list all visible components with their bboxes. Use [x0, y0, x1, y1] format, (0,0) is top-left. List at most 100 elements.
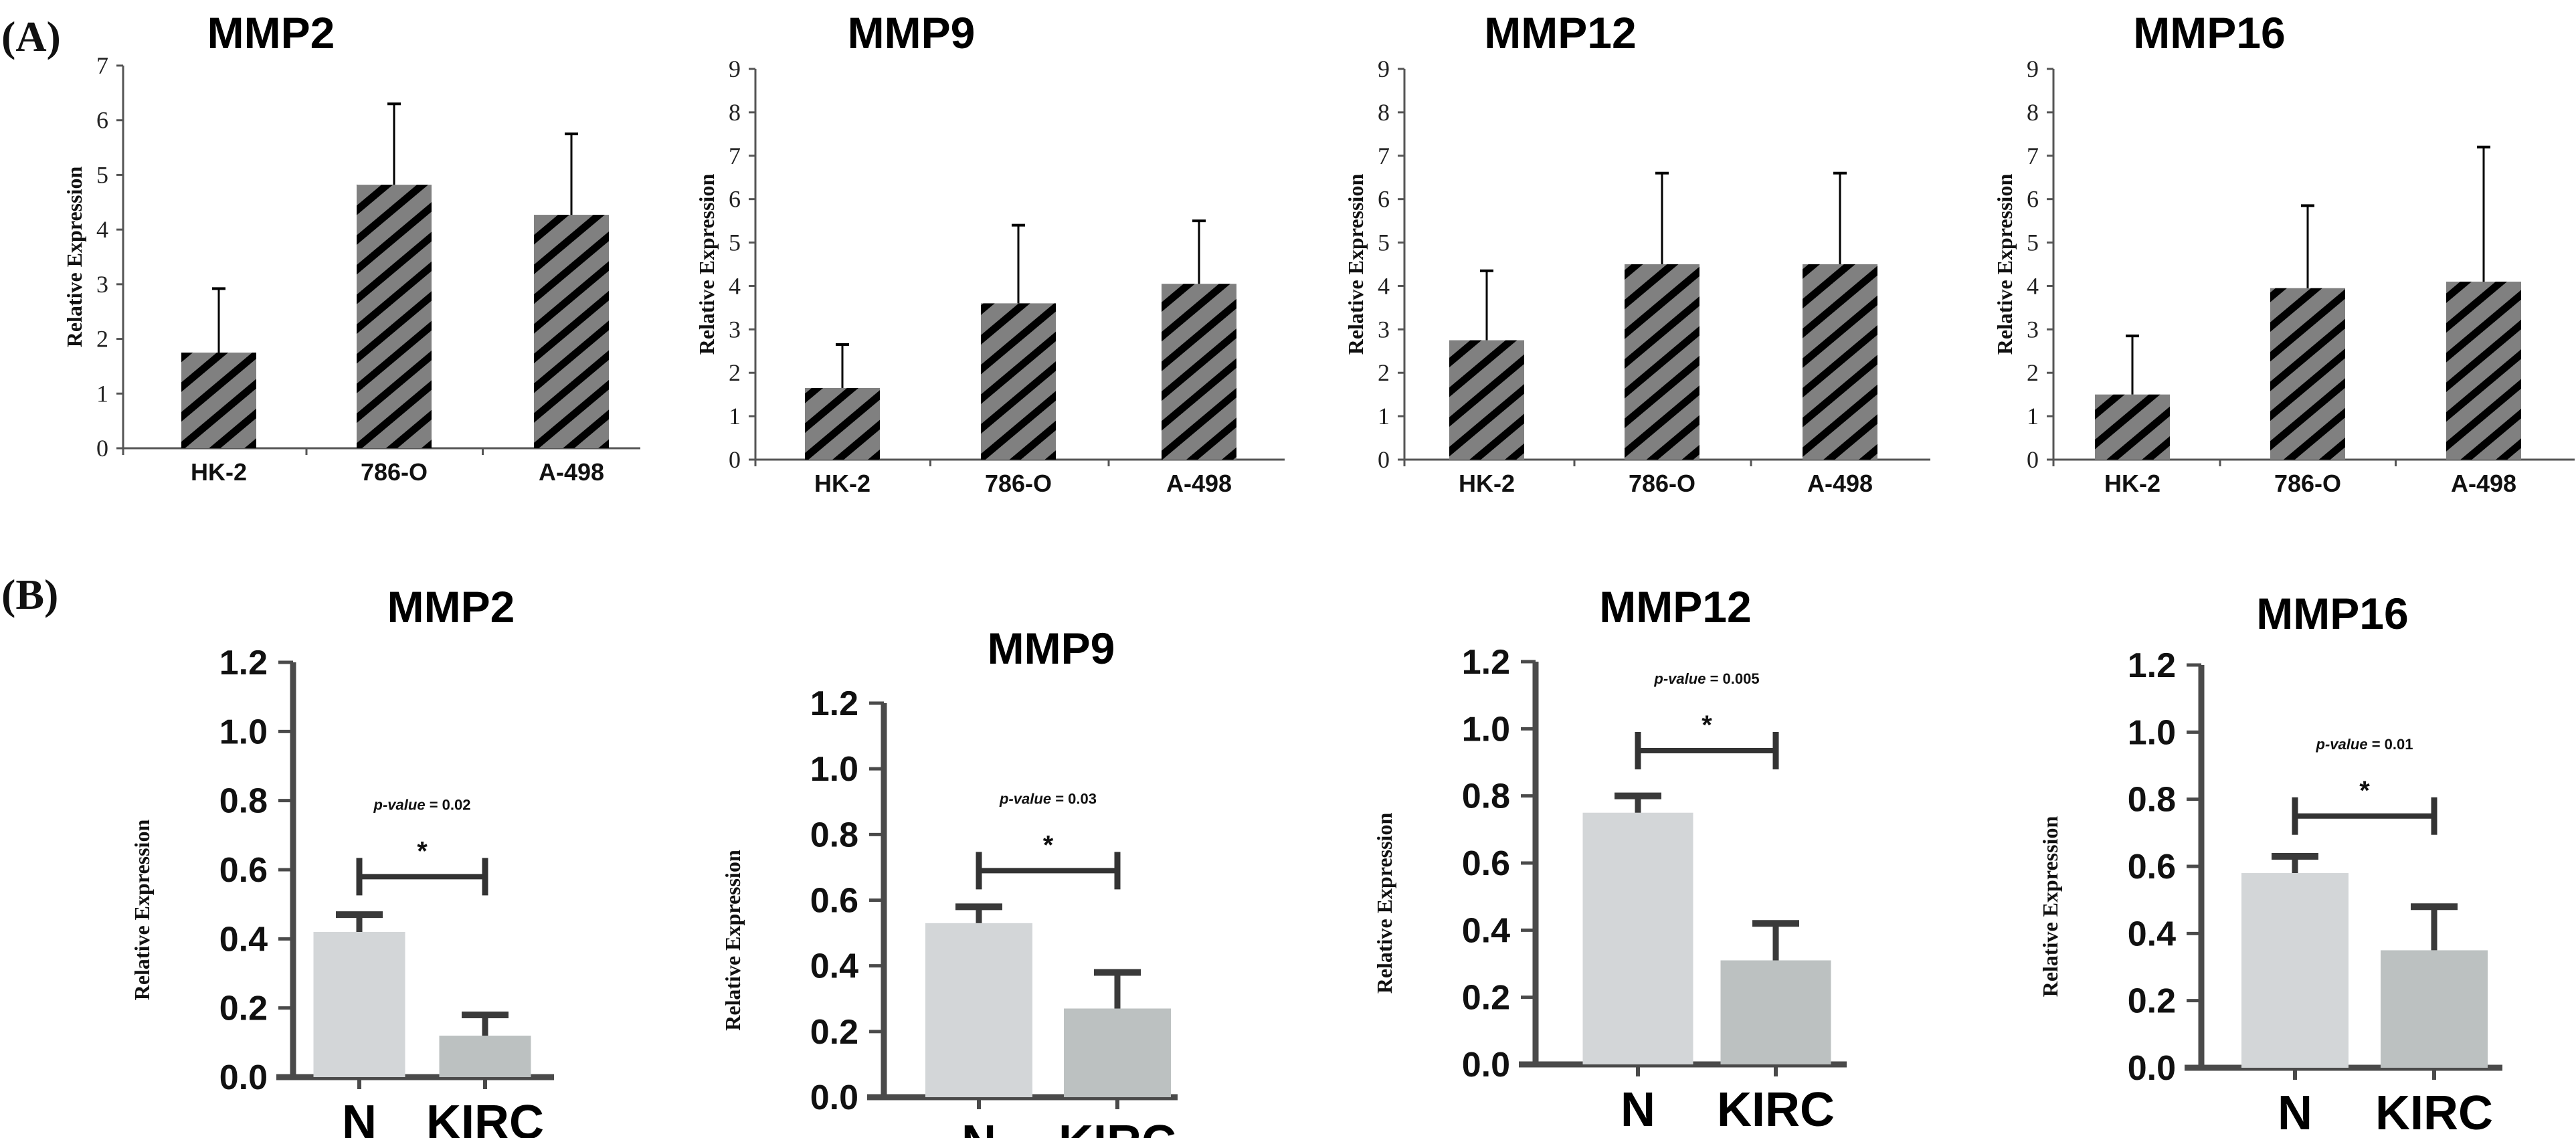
bar-n: [313, 932, 405, 1077]
y-tick-label: 1: [96, 380, 108, 407]
x-tick-label: A-498: [1807, 470, 1873, 497]
y-tick-label: 0.4: [2128, 915, 2176, 953]
y-tick-label: 4: [729, 272, 741, 299]
y-axis-label: Relative Expression: [1344, 174, 1368, 355]
panel-label-a: (A): [1, 13, 61, 60]
bar-a-498: [2446, 281, 2521, 460]
y-tick-label: 7: [96, 52, 108, 79]
y-tick-label: 0.4: [1462, 911, 1510, 950]
p-value-annotation: p-value = 0.03: [999, 790, 1097, 807]
y-tick-label: 9: [2027, 56, 2039, 82]
y-axis-label: Relative Expression: [2038, 816, 2062, 998]
p-value-number: = 0.01: [2372, 736, 2413, 753]
chart-title: MMP16: [2256, 589, 2408, 638]
y-axis-label: Relative Expression: [721, 850, 745, 1031]
y-tick-label: 0: [96, 435, 108, 462]
x-tick-label: KIRC: [1059, 1116, 1176, 1138]
x-tick-label: A-498: [1166, 470, 1232, 497]
x-tick-label: A-498: [2451, 470, 2516, 497]
bar-786-o: [1625, 264, 1699, 460]
y-tick-label: 0.4: [219, 920, 268, 959]
y-tick-label: 1.0: [810, 750, 858, 789]
y-tick-label: 0.6: [219, 851, 268, 890]
x-tick-label: KIRC: [2375, 1086, 2493, 1138]
y-tick-label: 2: [1378, 359, 1390, 386]
p-value-annotation: p-value = 0.005: [1653, 670, 1759, 687]
y-axis-label: Relative Expression: [1372, 813, 1396, 994]
p-value-label: p-value: [1653, 670, 1706, 687]
chart-a-mmp9: MMP9 0 1 2 3 4 5 6 7 8 9 Relative Expression HK-2 786…: [695, 8, 1285, 497]
panel-label-b: (B): [1, 571, 58, 618]
y-tick-label: 0.0: [1462, 1046, 1510, 1084]
y-tick-label: 1.2: [219, 644, 268, 682]
y-tick-label: 0.2: [2128, 982, 2176, 1021]
y-tick-label: 9: [729, 56, 741, 82]
bar-n: [1582, 812, 1693, 1064]
bar-786-o: [357, 185, 432, 448]
y-tick-label: 1.2: [1462, 643, 1510, 682]
chart-a-mmp2: MMP2 0 1 2 3 4 5 6 7 Relative Expression HK-2 786-O…: [62, 8, 640, 486]
y-tick-label: 8: [729, 99, 741, 126]
x-tick-label: 786-O: [985, 470, 1052, 497]
y-axis-label: Relative Expression: [1993, 174, 2017, 355]
y-tick-label: 4: [1378, 272, 1390, 299]
y-tick-label: 0.2: [1462, 979, 1510, 1018]
p-value-label: p-value: [373, 796, 426, 813]
x-tick-label: HK-2: [191, 458, 247, 486]
bar-hk-2: [805, 387, 880, 460]
p-value-label: p-value: [2316, 736, 2368, 753]
bar-kirc: [439, 1036, 531, 1077]
chart-title: MMP16: [2133, 8, 2285, 58]
y-tick-label: 6: [96, 107, 108, 134]
y-tick-label: 2: [2027, 359, 2039, 386]
y-tick-label: 0: [1378, 446, 1390, 473]
bar-n: [925, 923, 1032, 1097]
bar-a-498: [1162, 284, 1236, 460]
significance-star: *: [2359, 776, 2370, 805]
charts-container: MMP2 0 1 2 3 4 5 6 7 Relative Expression HK-2 786-O…: [62, 8, 2575, 1138]
x-tick-label: N: [1621, 1083, 1655, 1137]
x-tick-label: N: [2278, 1086, 2312, 1138]
p-value-annotation: p-value = 0.02: [373, 796, 471, 813]
bar-786-o: [981, 303, 1056, 460]
p-value-number: = 0.02: [430, 796, 471, 813]
y-tick-label: 3: [729, 316, 741, 343]
bar-kirc: [2381, 950, 2488, 1068]
p-value-annotation: p-value = 0.01: [2316, 736, 2413, 753]
y-tick-label: 6: [729, 186, 741, 213]
y-tick-label: 1.0: [219, 713, 268, 751]
y-tick-label: 7: [2027, 143, 2039, 169]
x-tick-label: N: [342, 1096, 377, 1138]
bar-hk-2: [1449, 340, 1524, 460]
x-tick-label: KIRC: [1717, 1083, 1835, 1137]
chart-b-mmp12: MMP12 0.0 0.2 0.4 0.6 0.8 1.0 1.2 Relative Expre…: [1372, 582, 1847, 1137]
significance-star: *: [1043, 830, 1054, 860]
x-tick-label: HK-2: [2104, 470, 2160, 497]
y-axis-label: Relative Expression: [62, 167, 86, 348]
x-tick-label: N: [961, 1116, 996, 1138]
y-tick-label: 4: [2027, 272, 2039, 299]
y-axis-label: Relative Expression: [695, 174, 719, 355]
p-value-number: = 0.03: [1055, 790, 1097, 807]
chart-b-mmp9: MMP9 0.0 0.2 0.4 0.6 0.8 1.0 1.2 Relative Expres…: [721, 624, 1178, 1138]
chart-title: MMP9: [848, 8, 976, 58]
y-tick-label: 5: [96, 161, 108, 188]
bar-n: [2241, 873, 2349, 1068]
bar-hk-2: [181, 353, 256, 448]
y-tick-label: 5: [1378, 229, 1390, 256]
y-tick-label: 1.2: [2128, 646, 2176, 685]
y-tick-label: 2: [96, 326, 108, 353]
y-tick-label: 1.0: [1462, 710, 1510, 749]
bar-786-o: [2270, 288, 2345, 460]
y-tick-label: 0.4: [810, 947, 858, 986]
bar-a-498: [534, 215, 609, 448]
chart-title: MMP12: [1484, 8, 1636, 58]
y-tick-label: 0.8: [2128, 781, 2176, 820]
y-tick-label: 1: [1378, 403, 1390, 430]
y-tick-label: 0.8: [810, 816, 858, 854]
chart-a-mmp12: MMP12 0 1 2 3 4 5 6 7 8 9 Relative Expression HK-2 78…: [1344, 8, 1930, 497]
x-tick-label: KIRC: [426, 1096, 544, 1138]
y-tick-label: 6: [1378, 186, 1390, 213]
x-tick-label: HK-2: [1459, 470, 1515, 497]
